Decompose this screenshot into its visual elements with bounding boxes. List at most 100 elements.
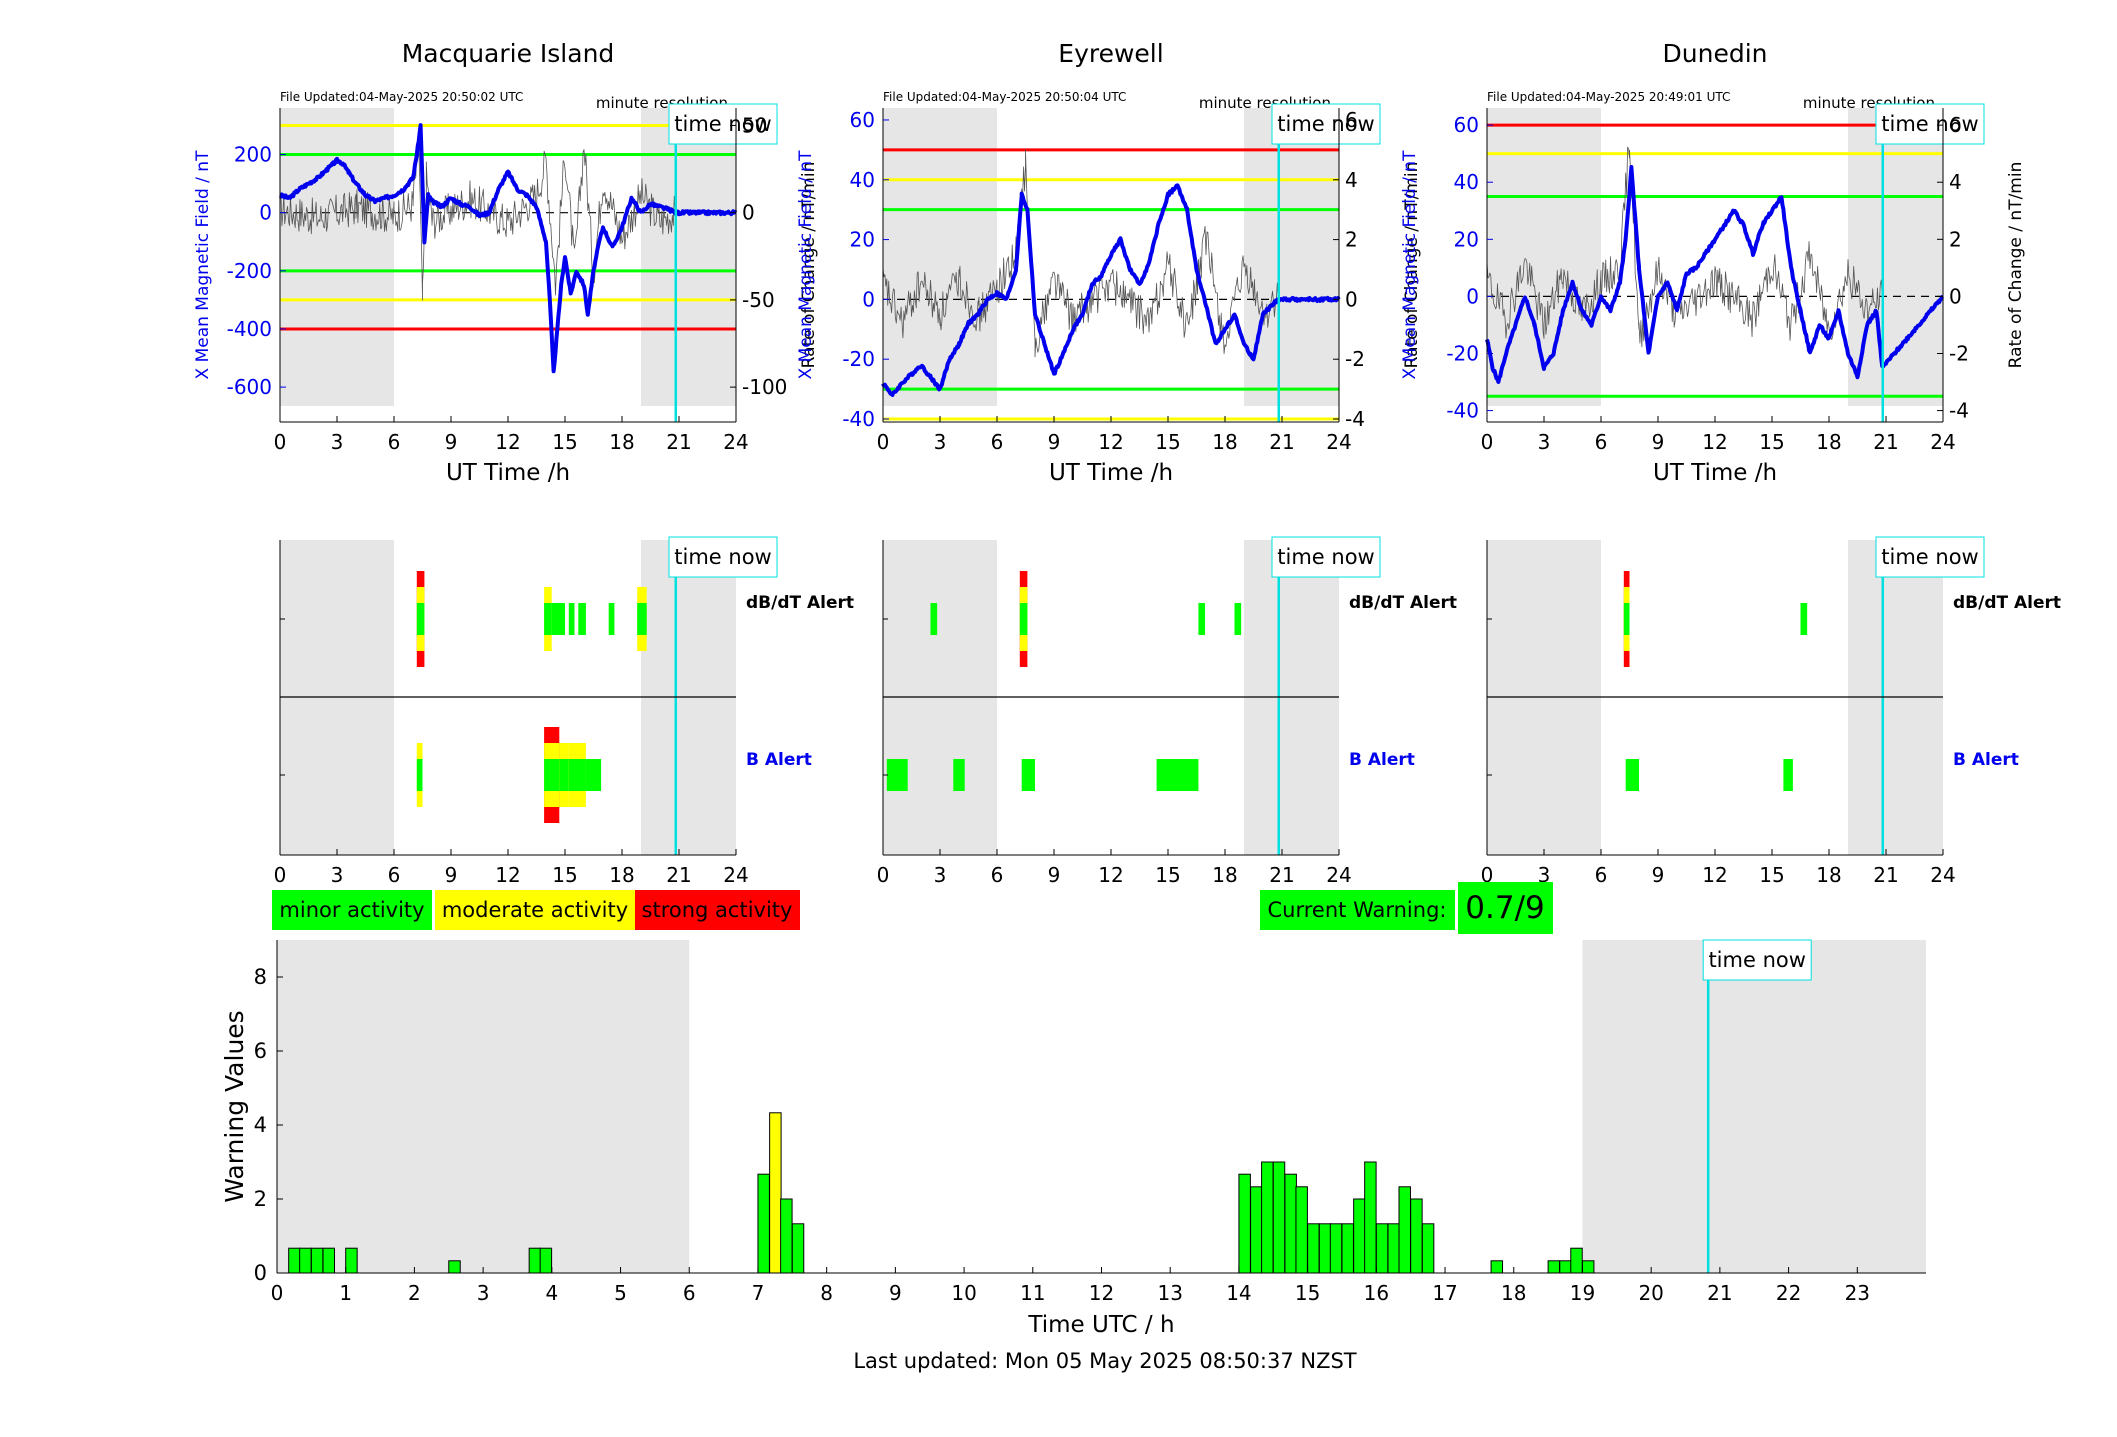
x-tick-label: 3 — [934, 863, 947, 887]
warning-bar — [1353, 1198, 1366, 1274]
x-tick-label: 6 — [991, 430, 1004, 454]
dbdt-alert-block-minor — [1623, 603, 1630, 635]
right-tick-label: 0 — [1949, 284, 1962, 308]
x-tick-label: 12 — [495, 863, 520, 887]
x-tick-label: 18 — [1501, 1281, 1526, 1305]
x-tick-label: 5 — [614, 1281, 627, 1305]
right-tick-label: 2 — [1345, 228, 1358, 252]
left-tick-label: -400 — [227, 317, 272, 341]
left-tick-label: 0 — [259, 201, 272, 225]
b-alert-label: B Alert — [1953, 750, 2019, 770]
x-tick-label: 9 — [1048, 430, 1061, 454]
x-tick-label: 21 — [666, 430, 691, 454]
x-axis-label: UT Time /h — [1653, 460, 1777, 486]
right-tick-label: 4 — [1949, 170, 1962, 194]
current-warning-label: Current Warning: — [1268, 898, 1447, 922]
magnetic-field-series — [1485, 164, 1945, 385]
x-tick-label: 12 — [495, 430, 520, 454]
b-alert-block-minor — [953, 759, 965, 791]
night-shading — [883, 108, 997, 406]
y-tick-label: 0 — [254, 1261, 267, 1285]
b-alert-block-minor — [1783, 759, 1793, 791]
warning-bar — [1398, 1186, 1411, 1274]
warning-bar — [539, 1247, 553, 1274]
time-now-label: time now — [1881, 545, 1978, 569]
x-tick-label: 21 — [1269, 863, 1294, 887]
x-tick-label: 9 — [1652, 863, 1665, 887]
b-alert-label: B Alert — [746, 750, 812, 770]
x-tick-label: 18 — [609, 863, 634, 887]
night-shading — [1244, 108, 1339, 406]
x-tick-label: 3 — [1538, 430, 1551, 454]
x-tick-label: 12 — [1089, 1281, 1114, 1305]
x-tick-label: 0 — [877, 430, 890, 454]
night-shading — [280, 108, 394, 406]
warning-bar — [448, 1260, 461, 1274]
warning-bar — [1421, 1223, 1435, 1274]
x-tick-label: 0 — [1481, 430, 1494, 454]
left-tick-label: -200 — [227, 259, 272, 283]
x-tick-label: 2 — [408, 1281, 421, 1305]
time-now-box — [1702, 939, 1812, 981]
left-tick-label: 20 — [1454, 227, 1479, 251]
left-tick-label: -600 — [227, 375, 272, 399]
dbdt-alert-block-minor — [608, 603, 615, 635]
dbdt-alert-label: dB/dT Alert — [746, 593, 854, 613]
x-tick-label: 24 — [1930, 430, 1955, 454]
x-tick-label: 0 — [1481, 863, 1494, 887]
dbdt-alert-block-minor — [1800, 603, 1808, 635]
x-tick-label: 9 — [1048, 863, 1061, 887]
dbdt-alert-block-minor — [1234, 603, 1242, 635]
right-tick-label: 0 — [742, 201, 755, 225]
x-tick-label: 15 — [1759, 430, 1784, 454]
current-warning-box — [1260, 890, 1455, 930]
x-tick-label: 24 — [723, 430, 748, 454]
time-now-label: time now — [1708, 948, 1805, 972]
right-tick-label: -100 — [742, 375, 787, 399]
left-tick-label: -20 — [842, 347, 875, 371]
left-tick-label: 60 — [850, 108, 875, 132]
b-alert-block-minor — [1156, 759, 1199, 791]
warning-bar — [1272, 1161, 1286, 1274]
time-now-label: time now — [1277, 545, 1374, 569]
x-tick-label: 16 — [1364, 1281, 1389, 1305]
warning-bar — [1547, 1260, 1561, 1274]
x-tick-label: 18 — [1212, 863, 1237, 887]
x-tick-label: 19 — [1570, 1281, 1595, 1305]
x-tick-label: 15 — [552, 430, 577, 454]
x-tick-label: 3 — [934, 430, 947, 454]
warning-bar — [1329, 1223, 1343, 1274]
x-tick-label: 21 — [666, 863, 691, 887]
dbdt-alert-block-minor — [637, 603, 647, 635]
station-title: Dunedin — [1663, 39, 1768, 68]
x-tick-label: 21 — [1269, 430, 1294, 454]
dbdt-alert-block-minor — [551, 603, 565, 635]
warning-bar — [757, 1173, 770, 1274]
current-warning-value-box — [1458, 882, 1553, 934]
warning-bar — [310, 1247, 324, 1274]
left-tick-label: 0 — [862, 287, 875, 311]
x-tick-label: 15 — [1155, 863, 1180, 887]
time-now-box — [668, 536, 778, 578]
x-tick-label: 6 — [991, 863, 1004, 887]
warning-bar — [322, 1247, 335, 1274]
x-tick-label: 23 — [1845, 1281, 1870, 1305]
right-tick-label: 0 — [1345, 287, 1358, 311]
dbdt-alert-block-minor — [416, 603, 425, 635]
right-tick-label: 6 — [1345, 108, 1358, 132]
x-tick-label: 15 — [552, 863, 577, 887]
warning-bar — [769, 1112, 782, 1274]
warning-bar — [1410, 1198, 1423, 1274]
x-tick-label: 7 — [752, 1281, 765, 1305]
x-tick-label: 22 — [1776, 1281, 1801, 1305]
station-title: Macquarie Island — [402, 39, 615, 68]
warning-bar — [1261, 1161, 1274, 1274]
warning-bar — [780, 1198, 793, 1274]
b-alert-label: B Alert — [1349, 750, 1415, 770]
x-tick-label: 24 — [723, 863, 748, 887]
legend-minor-swatch — [272, 890, 432, 930]
file-updated-text: File Updated:04-May-2025 20:50:02 UTC — [280, 90, 523, 104]
x-tick-label: 21 — [1873, 430, 1898, 454]
x-tick-label: 9 — [889, 1281, 902, 1305]
x-axis-label: UT Time /h — [1049, 460, 1173, 486]
